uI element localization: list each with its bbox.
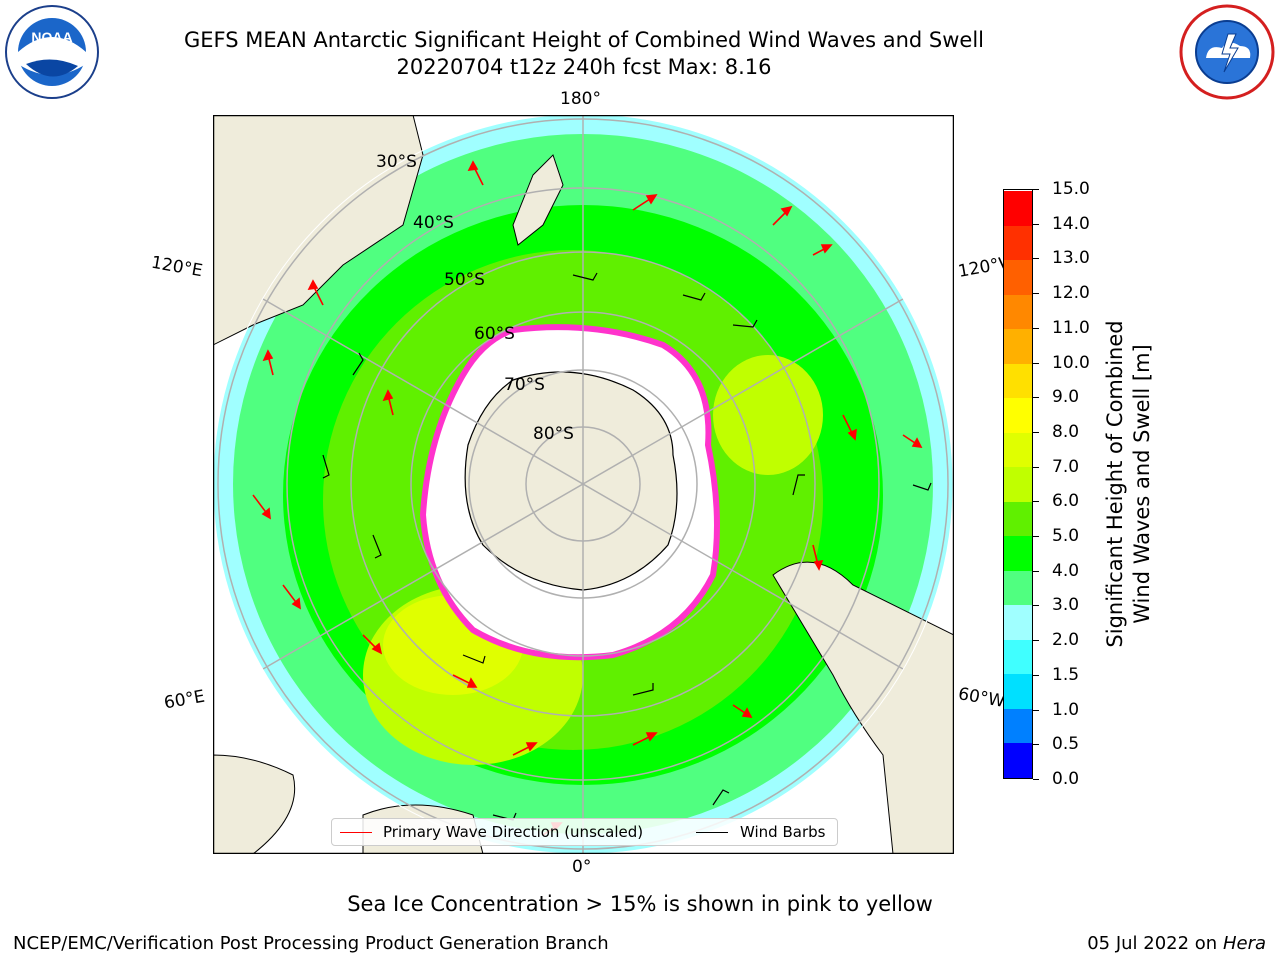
- footer-date-text: 05 Jul 2022 on: [1087, 933, 1223, 954]
- footer-host: Hera: [1222, 933, 1266, 954]
- lon-label-60w: 60°W: [956, 684, 1007, 712]
- colorbar-tick: [1033, 431, 1039, 433]
- colorbar-tick: [1033, 223, 1039, 225]
- colorbar-segment: [1004, 397, 1032, 433]
- colorbar-tick-label: 13.0: [1052, 248, 1090, 269]
- colorbar-segment: [1004, 570, 1032, 606]
- colorbar-tick: [1033, 779, 1039, 780]
- lat-label-40s: 40°S: [413, 213, 454, 233]
- primary-wave-legend-label: Primary Wave Direction (unscaled): [383, 823, 644, 841]
- colorbar-tick-label: 7.0: [1052, 456, 1080, 477]
- colorbar-segment: [1004, 604, 1032, 640]
- colorbar-label: Significant Height of Combined Wind Wave…: [1102, 320, 1156, 647]
- colorbar-tick-label: 10.0: [1052, 352, 1090, 373]
- colorbar-tick: [1033, 744, 1039, 746]
- colorbar-tick: [1033, 362, 1039, 364]
- colorbar-tick-label: 2.0: [1052, 630, 1080, 651]
- colorbar-tick: [1033, 258, 1039, 260]
- map-legend: Primary Wave Direction (unscaled) Wind B…: [331, 818, 838, 846]
- national-weather-service-logo: [1179, 4, 1275, 100]
- colorbar-segment: [1004, 363, 1032, 399]
- antarctica-land: [464, 371, 678, 591]
- colorbar-tick-label: 15.0: [1052, 179, 1090, 199]
- colorbar-tick: [1033, 466, 1039, 468]
- lat-label-80s: 80°S: [533, 424, 574, 444]
- colorbar-tick: [1033, 640, 1039, 642]
- colorbar-tick-label: 3.0: [1052, 595, 1080, 616]
- wind-barbs-legend-line: [696, 832, 728, 833]
- colorbar-tick: [1033, 327, 1039, 329]
- wind-barbs: [322, 272, 932, 821]
- noaa-logo: NOAA: [5, 5, 99, 99]
- colorbar-tick-label: 1.0: [1052, 699, 1080, 720]
- lon-label-0: 0°: [572, 857, 592, 877]
- lat-label-50s: 50°S: [444, 270, 485, 290]
- footer-branch: NCEP/EMC/Verification Post Processing Pr…: [13, 933, 609, 954]
- lat-label-30s: 30°S: [376, 152, 417, 172]
- colorbar-tick-label: 14.0: [1052, 213, 1090, 234]
- colorbar-tick: [1033, 605, 1039, 607]
- colorbar-segment: [1004, 294, 1032, 330]
- colorbar-segment: [1004, 259, 1032, 295]
- colorbar-tick-label: 11.0: [1052, 317, 1090, 338]
- colorbar-segment: [1004, 432, 1032, 468]
- lat-label-60s: 60°S: [474, 324, 515, 344]
- lon-label-60e: 60°E: [162, 686, 207, 714]
- colorbar-segment: [1004, 535, 1032, 571]
- colorbar-segment: [1004, 328, 1032, 364]
- lon-label-180: 180°: [560, 89, 601, 109]
- colorbar: [1003, 189, 1033, 779]
- lon-label-120e: 120°E: [149, 252, 205, 282]
- colorbar-tick: [1033, 536, 1039, 538]
- svg-text:NOAA: NOAA: [31, 29, 72, 45]
- colorbar-segment: [1004, 742, 1032, 778]
- colorbar-tick: [1033, 674, 1039, 676]
- colorbar-segment: [1004, 673, 1032, 709]
- polar-map: [213, 115, 954, 854]
- chart-title: GEFS MEAN Antarctic Significant Height o…: [183, 28, 985, 52]
- colorbar-tick: [1033, 189, 1039, 190]
- colorbar-tick-label: 8.0: [1052, 421, 1080, 442]
- colorbar-segment: [1004, 639, 1032, 675]
- colorbar-tick: [1033, 570, 1039, 572]
- colorbar-tick-label: 6.0: [1052, 491, 1080, 512]
- africa-land: [213, 754, 296, 854]
- colorbar-segment: [1004, 708, 1032, 744]
- lat-label-70s: 70°S: [504, 375, 545, 395]
- colorbar-tick: [1033, 293, 1039, 295]
- colorbar-tick: [1033, 397, 1039, 399]
- colorbar-label-line2: Wind Waves and Swell [m]: [1130, 344, 1154, 624]
- chart-subtitle: 20220704 t12z 240h fcst Max: 8.16: [396, 55, 772, 79]
- colorbar-segment: [1004, 190, 1032, 226]
- colorbar-segment: [1004, 466, 1032, 502]
- colorbar-segment: [1004, 501, 1032, 537]
- colorbar-tick-label: 1.5: [1052, 664, 1080, 685]
- colorbar-tick-label: 12.0: [1052, 283, 1090, 304]
- wind-barbs-legend-label: Wind Barbs: [740, 823, 826, 841]
- colorbar-tick: [1033, 501, 1039, 503]
- colorbar-segment: [1004, 225, 1032, 261]
- primary-wave-legend-line: [340, 832, 372, 833]
- colorbar-label-line1: Significant Height of Combined: [1103, 320, 1127, 648]
- sea-ice-note: Sea Ice Concentration > 15% is shown in …: [347, 892, 933, 916]
- footer-date: 05 Jul 2022 on Hera: [1087, 933, 1266, 954]
- colorbar-tick-label: 0.5: [1052, 734, 1080, 755]
- wave-arrows: [252, 160, 923, 836]
- colorbar-tick-label: 9.0: [1052, 387, 1080, 408]
- colorbar-tick-label: 4.0: [1052, 560, 1080, 581]
- colorbar-tick-label: 5.0: [1052, 526, 1080, 547]
- colorbar-tick-label: 0.0: [1052, 769, 1080, 789]
- new-zealand-land: [512, 154, 564, 246]
- colorbar-tick: [1033, 709, 1039, 711]
